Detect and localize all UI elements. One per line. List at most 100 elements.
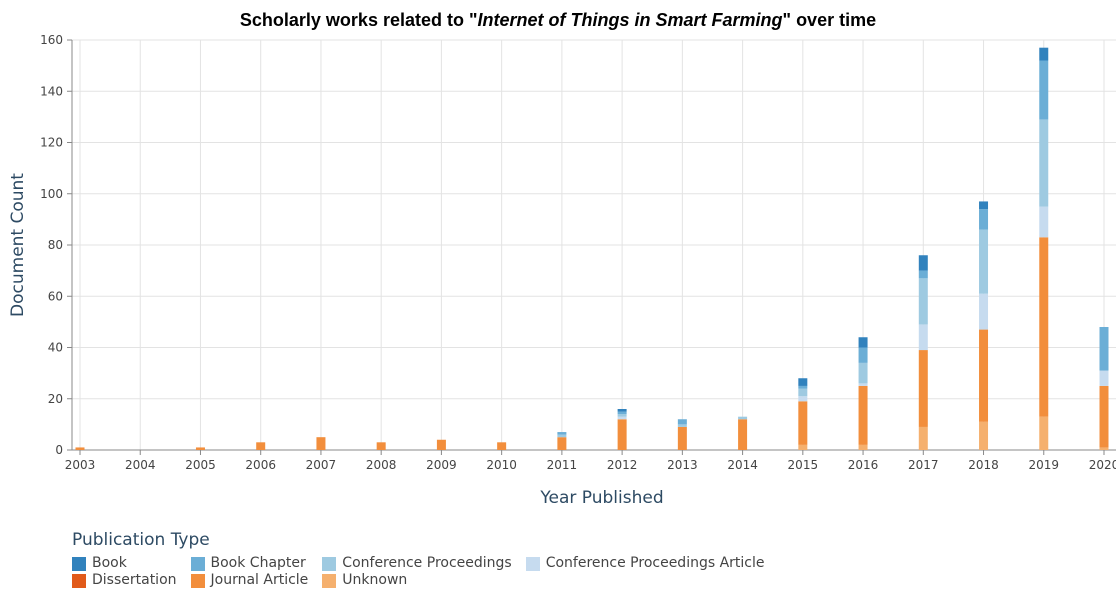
y-tick-label: 80 bbox=[48, 238, 63, 252]
legend-swatch bbox=[72, 573, 86, 588]
chart-title: Scholarly works related to "Internet of … bbox=[0, 10, 1116, 31]
bar-segment-journal-article bbox=[677, 426, 687, 450]
x-tick-label: 2009 bbox=[426, 458, 457, 472]
bar-segment-journal-article bbox=[195, 447, 205, 450]
legend-item-journal-article[interactable]: Journal Article bbox=[190, 572, 309, 589]
bar-segment-conference-proceedings bbox=[918, 278, 928, 325]
bar-segment-unknown bbox=[858, 444, 868, 450]
x-tick-label: 2006 bbox=[245, 458, 276, 472]
legend-item-conference-proceedings-article[interactable]: Conference Proceedings Article bbox=[525, 555, 765, 572]
bar-segment-conference-proceedings bbox=[557, 434, 567, 438]
bar-segment-conference-proceedings-article bbox=[1039, 206, 1049, 238]
y-axis-label: Document Count bbox=[8, 173, 28, 317]
x-tick-label: 2012 bbox=[607, 458, 638, 472]
bar-segment-book bbox=[979, 201, 989, 210]
bar-segment-journal-article bbox=[798, 401, 808, 445]
bar-segment-conference-proceedings bbox=[617, 414, 627, 417]
stacked-bar-chart: 0 20 40 60 80 100 120 140 160 2003 2004 2005 2006 200… bbox=[8, 33, 1116, 508]
x-tick-label: 2014 bbox=[727, 458, 758, 472]
bar-segment-conference-proceedings bbox=[1039, 119, 1049, 207]
bar-segment-book bbox=[858, 337, 868, 348]
x-tick-label: 2013 bbox=[667, 458, 698, 472]
bar-segment-book bbox=[918, 255, 928, 271]
bar-segment-journal-article bbox=[256, 442, 266, 450]
legend-item-book[interactable]: Book bbox=[72, 555, 177, 572]
x-tick-label: 2011 bbox=[547, 458, 578, 472]
bar-segment-conference-proceedings bbox=[858, 362, 868, 384]
y-tick-label: 60 bbox=[48, 289, 63, 303]
bar-segment-unknown bbox=[979, 421, 989, 450]
legend-swatch bbox=[322, 556, 337, 571]
bar-segment-conference-proceedings-article bbox=[979, 293, 989, 330]
legend-label: Book bbox=[92, 555, 127, 571]
bar-segment-unknown bbox=[918, 426, 928, 450]
x-tick-label: 2018 bbox=[968, 458, 999, 472]
chart-title-suffix: " over time bbox=[782, 10, 877, 30]
bar-segment-unknown bbox=[1099, 447, 1109, 450]
bar-segment-book-chapter bbox=[617, 411, 627, 415]
legend-item-conference-proceedings[interactable]: Conference Proceedings bbox=[322, 555, 512, 572]
y-tick-label: 0 bbox=[55, 443, 63, 457]
x-tick-label: 2015 bbox=[788, 458, 819, 472]
bar-segment-conference-proceedings bbox=[677, 424, 687, 427]
bar-segment-journal-article bbox=[557, 437, 567, 450]
bar-segment-book-chapter bbox=[557, 432, 567, 435]
bar-segment-book-chapter bbox=[1039, 60, 1049, 120]
bar-segment-journal-article bbox=[1039, 237, 1049, 417]
bar-segment-book-chapter bbox=[798, 385, 808, 389]
bar-segment-journal-article bbox=[316, 437, 326, 450]
legend-label: Book Chapter bbox=[210, 555, 306, 571]
legend-label: Unknown bbox=[342, 572, 408, 588]
bar-segment-unknown bbox=[1039, 416, 1049, 450]
bar-segment-book bbox=[617, 409, 627, 412]
chart-title-prefix: Scholarly works related to " bbox=[239, 10, 478, 30]
bar-segment-journal-article bbox=[918, 350, 928, 427]
bar-segment-journal-article bbox=[497, 442, 507, 450]
chart-title-emphasis: Internet of Things in Smart Farming bbox=[477, 10, 783, 30]
bar-segment-book-chapter bbox=[1099, 327, 1109, 371]
bar-segment-book bbox=[1039, 47, 1049, 61]
legend-label: Dissertation bbox=[92, 572, 177, 588]
legend-item-book-chapter[interactable]: Book Chapter bbox=[190, 555, 309, 572]
x-tick-label: 2019 bbox=[1028, 458, 1059, 472]
legend: Publication Type Book Book Chapter Confere… bbox=[72, 530, 765, 589]
x-tick-label: 2005 bbox=[185, 458, 216, 472]
legend-swatch bbox=[72, 556, 86, 571]
bar-segment-journal-article bbox=[738, 419, 748, 450]
y-tick-label: 120 bbox=[40, 136, 63, 150]
legend-swatch bbox=[190, 573, 205, 588]
bar-segment-conference-proceedings-article bbox=[617, 416, 627, 420]
bar-segment-journal-article bbox=[617, 419, 627, 450]
legend-swatch bbox=[525, 556, 540, 571]
bar-segment-conference-proceedings-article bbox=[918, 324, 928, 351]
legend-label: Journal Article bbox=[210, 572, 309, 588]
bar-segment-journal-article bbox=[1099, 385, 1109, 448]
bar-segment-book-chapter bbox=[979, 209, 989, 230]
bar-segment-conference-proceedings-article bbox=[858, 383, 868, 386]
bar-segment-book bbox=[798, 378, 808, 386]
bar-segment-journal-article bbox=[75, 447, 85, 450]
y-tick-label: 140 bbox=[40, 84, 63, 98]
bar-segment-journal-article bbox=[436, 439, 446, 450]
bar-segment-book-chapter bbox=[858, 347, 868, 363]
x-axis-label: Year Published bbox=[539, 488, 663, 508]
legend-item-dissertation[interactable]: Dissertation bbox=[72, 572, 177, 589]
bar-segment-journal-article bbox=[979, 329, 989, 422]
bar-segment-conference-proceedings bbox=[738, 416, 748, 420]
bar-segment-conference-proceedings bbox=[979, 229, 989, 294]
bar-segment-book-chapter bbox=[918, 270, 928, 279]
y-tick-label: 40 bbox=[48, 341, 63, 355]
bar-segment-journal-article bbox=[376, 442, 386, 450]
legend-title: Publication Type bbox=[72, 530, 210, 550]
y-tick-label: 20 bbox=[48, 392, 63, 406]
y-tick-label: 160 bbox=[40, 33, 63, 47]
legend-label: Conference Proceedings Article bbox=[545, 555, 765, 571]
bar-segment-unknown bbox=[798, 444, 808, 450]
legend-item-unknown[interactable]: Unknown bbox=[322, 572, 511, 589]
x-tick-label: 2010 bbox=[486, 458, 517, 472]
bar-segment-conference-proceedings bbox=[798, 388, 808, 397]
bar-segment-journal-article bbox=[858, 385, 868, 445]
x-tick-label: 2017 bbox=[908, 458, 939, 472]
x-tick-label: 2016 bbox=[848, 458, 879, 472]
legend-swatch bbox=[322, 573, 337, 588]
